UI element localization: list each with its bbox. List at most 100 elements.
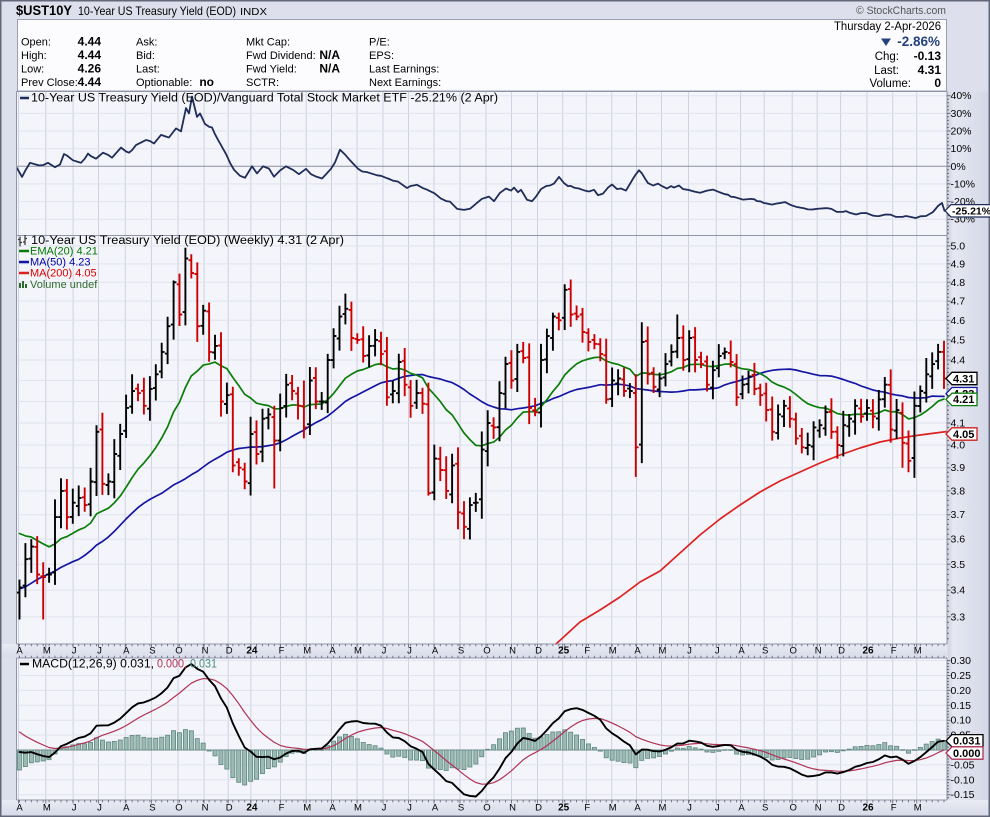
svg-text:4.5: 4.5: [951, 334, 966, 346]
svg-text:0.10: 0.10: [951, 715, 972, 727]
svg-text:0.031: 0.031: [953, 736, 981, 748]
svg-text:D: D: [535, 645, 542, 656]
svg-text:3.9: 3.9: [951, 462, 966, 474]
svg-text:O: O: [790, 803, 797, 814]
svg-text:F: F: [584, 645, 590, 656]
svg-text:10-Year US Treasury Yield (EOD: 10-Year US Treasury Yield (EOD)/Vanguard…: [31, 93, 498, 105]
svg-text:3.8: 3.8: [951, 485, 966, 497]
svg-text:S: S: [762, 645, 768, 656]
svg-text:0.031: 0.031: [190, 659, 217, 671]
svg-text:EMA(20) 4.21: EMA(20) 4.21: [30, 246, 98, 258]
svg-text:A: A: [634, 645, 641, 656]
svg-text:F: F: [891, 803, 897, 814]
svg-text:P/E:: P/E:: [369, 37, 390, 49]
svg-text:Next Earnings:: Next Earnings:: [369, 77, 441, 89]
svg-text:D: D: [535, 803, 542, 814]
svg-text:20%: 20%: [951, 126, 972, 138]
svg-text:-0.10: -0.10: [951, 774, 975, 786]
svg-text:10-Year US Treasury Yield (EOD: 10-Year US Treasury Yield (EOD): [78, 4, 236, 18]
svg-text:N: N: [202, 803, 209, 814]
svg-text:J: J: [407, 803, 412, 814]
svg-text:MACD(12,26,9) 0.031,: MACD(12,26,9) 0.031,: [32, 659, 154, 671]
svg-text:O: O: [175, 645, 182, 656]
svg-text:INDX: INDX: [240, 7, 267, 18]
svg-text:M: M: [659, 645, 667, 656]
svg-text:-0.13: -0.13: [914, 49, 942, 63]
svg-text:4.0: 4.0: [951, 440, 966, 452]
svg-text:3.6: 3.6: [951, 534, 966, 546]
svg-text:3.5: 3.5: [951, 559, 966, 571]
svg-text:Last:: Last:: [136, 64, 160, 76]
svg-text:A: A: [738, 645, 745, 656]
svg-text:J: J: [687, 645, 692, 656]
svg-text:Bid:: Bid:: [136, 50, 155, 62]
svg-text:4.9: 4.9: [951, 258, 966, 270]
svg-text:Open:: Open:: [21, 37, 51, 49]
svg-text:30%: 30%: [951, 108, 972, 120]
svg-text:A: A: [123, 803, 130, 814]
svg-text:A: A: [432, 645, 439, 656]
svg-text:Fwd Dividend:: Fwd Dividend:: [246, 50, 316, 62]
svg-text:4.4: 4.4: [951, 355, 966, 367]
svg-text:O: O: [483, 803, 490, 814]
svg-text:Thursday 2-Apr-2026: Thursday 2-Apr-2026: [834, 21, 941, 33]
svg-text:D: D: [226, 645, 233, 656]
svg-text:F: F: [279, 645, 285, 656]
svg-text:J: J: [715, 803, 720, 814]
svg-text:M: M: [303, 803, 311, 814]
svg-text:0: 0: [934, 76, 941, 90]
svg-text:D: D: [838, 803, 845, 814]
svg-text:J: J: [382, 645, 387, 656]
svg-text:4.21: 4.21: [953, 394, 974, 406]
svg-text:10%: 10%: [951, 143, 972, 155]
svg-text:0.30: 0.30: [951, 655, 972, 667]
svg-text:Last:: Last:: [874, 65, 899, 77]
svg-text:0%: 0%: [951, 161, 966, 173]
svg-text:0.000: 0.000: [953, 748, 981, 760]
svg-text:26: 26: [862, 803, 874, 814]
svg-text:-25.21%: -25.21%: [952, 206, 990, 218]
svg-text:4.44: 4.44: [78, 35, 102, 49]
svg-text:0.20: 0.20: [951, 685, 972, 697]
svg-text:N: N: [815, 803, 822, 814]
svg-text:N: N: [509, 803, 516, 814]
svg-text:24: 24: [246, 803, 258, 814]
svg-text:4.6: 4.6: [951, 315, 966, 327]
svg-text:Last Earnings:: Last Earnings:: [369, 64, 439, 76]
svg-text:25: 25: [558, 645, 570, 656]
svg-text:Ask:: Ask:: [136, 37, 157, 49]
svg-text:N: N: [815, 645, 822, 656]
svg-text:M: M: [914, 803, 922, 814]
svg-text:Low:: Low:: [21, 64, 44, 76]
svg-text:M: M: [609, 645, 617, 656]
svg-text:N/A: N/A: [319, 48, 340, 62]
svg-text:S: S: [458, 645, 464, 656]
svg-text:Mkt Cap:: Mkt Cap:: [246, 37, 290, 49]
svg-text:A: A: [16, 645, 23, 656]
svg-text:N: N: [509, 645, 516, 656]
svg-text:M: M: [354, 803, 362, 814]
svg-text:O: O: [483, 645, 490, 656]
svg-text:3.7: 3.7: [951, 509, 966, 521]
svg-text:0.000,: 0.000,: [157, 659, 187, 671]
svg-text:J: J: [382, 803, 387, 814]
svg-text:O: O: [790, 645, 797, 656]
svg-text:Prev Close:: Prev Close:: [21, 77, 78, 89]
svg-text:© StockCharts.com: © StockCharts.com: [856, 5, 946, 17]
svg-text:F: F: [584, 803, 590, 814]
svg-text:4.31: 4.31: [953, 373, 974, 385]
svg-text:M: M: [354, 645, 362, 656]
svg-text:S: S: [149, 645, 155, 656]
svg-text:$UST10Y: $UST10Y: [16, 3, 72, 18]
svg-text:26: 26: [862, 645, 874, 656]
svg-text:J: J: [97, 645, 102, 656]
svg-text:A: A: [329, 645, 336, 656]
svg-text:J: J: [72, 645, 77, 656]
svg-text:4.1: 4.1: [951, 418, 966, 430]
svg-text:Optionable:: Optionable:: [136, 77, 192, 89]
svg-text:S: S: [149, 803, 155, 814]
svg-text:D: D: [838, 645, 845, 656]
svg-text:-0.15: -0.15: [951, 789, 975, 801]
svg-text:J: J: [72, 803, 77, 814]
svg-text:F: F: [279, 803, 285, 814]
